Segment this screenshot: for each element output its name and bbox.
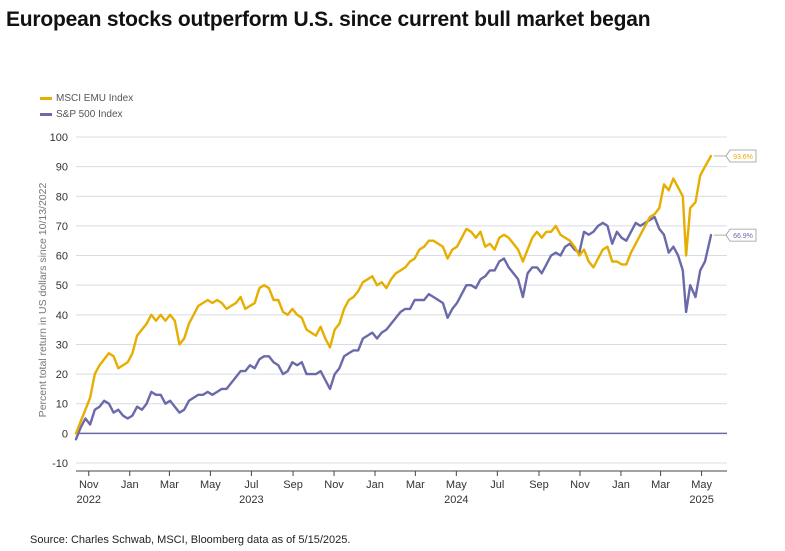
end-label-sp500: 66.9% — [733, 233, 753, 240]
end-label-box — [725, 149, 757, 163]
y-tick-label: 10 — [56, 399, 68, 411]
x-tick-label: Nov — [324, 479, 344, 491]
end-label-msci: 93.6% — [733, 154, 753, 161]
x-tick-label: Sep — [529, 479, 549, 491]
y-tick-label: 100 — [50, 132, 68, 144]
x-tick-label: Jan — [121, 479, 139, 491]
y-tick-label: 0 — [62, 428, 68, 440]
x-tick-label: Mar — [651, 479, 670, 491]
legend-item-sp500: S&P 500 Index — [40, 106, 133, 122]
y-tick-label: 60 — [56, 251, 68, 263]
series-line-msci — [74, 154, 713, 435]
x-tick-year-label: 2022 — [77, 494, 101, 506]
y-tick-label: 40 — [56, 310, 68, 322]
x-tick-label: Nov — [570, 479, 590, 491]
x-tick-label: Jan — [366, 479, 384, 491]
x-tick-label: Jul — [244, 479, 258, 491]
y-tick-label: 80 — [56, 191, 68, 203]
y-tick-label: 70 — [56, 221, 68, 233]
y-tick-label: 50 — [56, 280, 68, 292]
x-tick-label: Sep — [283, 479, 303, 491]
y-tick-label: 30 — [56, 339, 68, 351]
x-tick-label: Mar — [160, 479, 179, 491]
end-label-box — [725, 228, 757, 242]
x-tick-year-label: 2024 — [444, 494, 468, 506]
x-tick-label: May — [691, 479, 712, 491]
y-tick-label: 90 — [56, 162, 68, 174]
x-tick-label: Jul — [490, 479, 504, 491]
source-note: Source: Charles Schwab, MSCI, Bloomberg … — [30, 534, 351, 546]
legend-swatch-sp500 — [40, 112, 52, 116]
x-tick-label: Mar — [406, 479, 425, 491]
legend-item-msci: MSCI EMU Index — [40, 90, 133, 106]
chart-title: European stocks outperform U.S. since cu… — [6, 8, 651, 31]
x-tick-label: May — [446, 479, 467, 491]
legend-label-msci: MSCI EMU Index — [56, 92, 134, 104]
x-tick-label: Nov — [79, 479, 99, 491]
x-tick-year-label: 2023 — [239, 494, 263, 506]
y-tick-label: -10 — [52, 458, 68, 470]
legend-label-sp500: S&P 500 Index — [56, 108, 123, 120]
y-tick-label: 20 — [56, 369, 68, 381]
x-tick-label: Jan — [612, 479, 630, 491]
x-tick-label: May — [200, 479, 221, 491]
series-line-sp500 — [74, 215, 713, 441]
x-tick-year-label: 2025 — [689, 494, 713, 506]
legend-swatch-msci — [40, 96, 52, 100]
y-axis-label: Percent total return in US dollars since… — [37, 183, 49, 418]
legend: MSCI EMU Index S&P 500 Index — [40, 90, 133, 122]
